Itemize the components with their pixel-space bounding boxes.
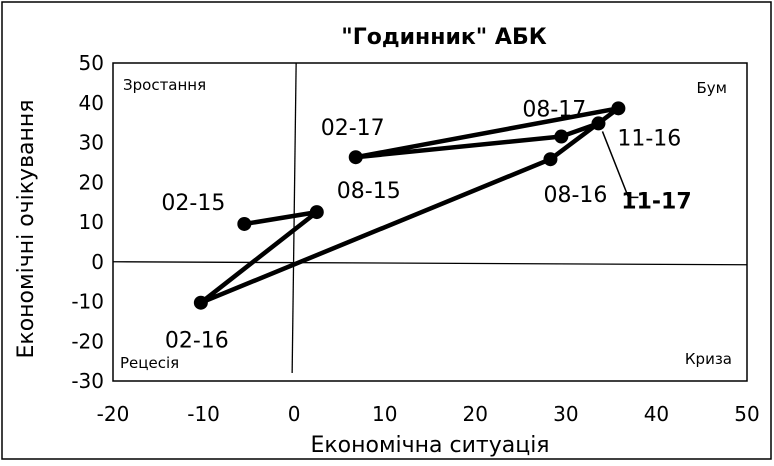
point-label: 08-16 <box>543 183 607 208</box>
x-tick-label: 0 <box>288 402 301 426</box>
point-label: 02-15 <box>161 191 225 216</box>
x-axis-ticks: -20 -10 0 10 20 30 40 50 <box>97 402 760 426</box>
y-tick-label: -20 <box>71 329 104 353</box>
x-tick-label: -10 <box>187 402 220 426</box>
point-label: 08-15 <box>337 179 401 204</box>
point-labels: 02-15 08-15 02-16 08-16 11-16 02-17 08-17 11-17 <box>161 98 691 354</box>
data-point-marker <box>309 205 324 220</box>
series-line <box>198 106 621 305</box>
chart-title: "Годинник" АБК <box>341 25 546 50</box>
data-point-marker <box>237 216 252 231</box>
x-tick-label: 20 <box>463 402 488 426</box>
series-layer <box>193 101 626 310</box>
y-tick-label: 50 <box>79 51 104 75</box>
data-point-marker <box>193 295 208 310</box>
data-point-marker <box>591 116 606 131</box>
plot-area-border <box>112 62 748 382</box>
quadrant-label-top-left: Зростання <box>123 76 206 94</box>
x-tick-label: 30 <box>553 402 578 426</box>
y-tick-label: 40 <box>79 91 104 115</box>
x-tick-label: 50 <box>734 402 759 426</box>
y-tick-label: 30 <box>79 131 104 155</box>
point-label: 08-17 <box>522 98 586 123</box>
y-tick-label: -30 <box>71 369 104 393</box>
y-axis-label: Економічні очікування <box>14 99 39 358</box>
point-label: 11-17 <box>621 189 691 214</box>
data-point-marker <box>554 129 569 144</box>
quadrant-label-bottom-left: Рецесія <box>120 354 179 372</box>
x-tick-label: -20 <box>97 402 130 426</box>
x-tick-label: 40 <box>644 402 669 426</box>
data-point-marker <box>611 101 626 116</box>
data-point-marker <box>543 152 558 167</box>
y-tick-label: 0 <box>91 250 104 274</box>
x-tick-label: 10 <box>372 402 397 426</box>
quadrant-label-top-right: Бум <box>697 79 727 97</box>
data-point-marker <box>348 150 363 165</box>
y-tick-label: -10 <box>71 290 104 314</box>
y-tick-label: 20 <box>79 170 104 194</box>
y-tick-label: 10 <box>79 210 104 234</box>
quadrant-label-bottom-right: Криза <box>685 350 732 368</box>
point-label: 02-17 <box>321 116 385 141</box>
point-label: 02-16 <box>165 329 229 354</box>
point-label: 11-16 <box>617 126 681 151</box>
point-label-leader-line <box>601 131 639 199</box>
x-zero-line <box>112 261 748 266</box>
x-axis-label: Економічна ситуація <box>310 433 549 458</box>
y-axis-ticks: -30 -20 -10 0 10 20 30 40 50 <box>71 51 104 393</box>
